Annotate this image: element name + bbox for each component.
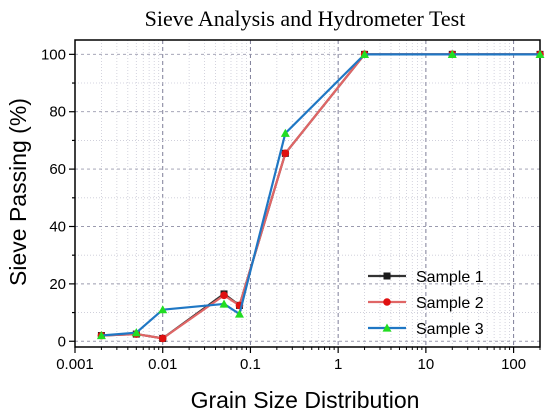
legend-label: Sample 3 <box>416 321 484 338</box>
data-point <box>219 299 229 308</box>
legend-label: Sample 1 <box>416 269 484 286</box>
axis-ticks: 0.001 0.01 0.1 1 10 100 0 20 40 60 80 100 <box>41 46 541 373</box>
x-tick-label: 0.001 <box>56 356 94 373</box>
legend-entry-3: Sample 3 <box>368 321 484 338</box>
y-tick-label: 20 <box>49 276 66 293</box>
y-axis-label: Sieve Passing (%) <box>5 98 31 286</box>
y-tick-label: 0 <box>58 333 66 350</box>
x-tick-label: 10 <box>418 356 435 373</box>
series-group <box>96 49 545 343</box>
chart-title: Sieve Analysis and Hydrometer Test <box>145 6 466 31</box>
data-point <box>234 309 244 318</box>
data-point <box>158 334 167 343</box>
data-point <box>360 49 370 58</box>
legend-entry-1: Sample 1 <box>368 269 484 286</box>
x-tick-label: 1 <box>334 356 342 373</box>
series-line <box>101 53 540 337</box>
legend-entry-2: Sample 2 <box>368 295 484 312</box>
data-point <box>281 149 290 158</box>
legend-label: Sample 2 <box>416 295 484 312</box>
legend-marker <box>383 272 391 280</box>
y-tick-label: 100 <box>41 46 66 63</box>
x-axis-label: Grain Size Distribution <box>191 387 420 413</box>
data-point <box>280 128 290 137</box>
grid <box>74 40 541 347</box>
plot-frame <box>74 39 541 348</box>
data-point <box>220 291 228 300</box>
legend-marker <box>382 323 392 332</box>
x-tick-label: 0.1 <box>240 356 261 373</box>
y-tick-label: 40 <box>49 218 66 235</box>
series-3 <box>96 49 545 340</box>
data-point <box>96 331 106 340</box>
data-point <box>535 49 545 58</box>
data-point <box>447 49 457 58</box>
x-tick-label: 0.01 <box>148 356 177 373</box>
legend-marker <box>383 298 391 306</box>
x-tick-label: 100 <box>501 356 526 373</box>
y-tick-label: 80 <box>49 104 66 121</box>
legend: Sample 1 Sample 2 Sample 3 <box>368 269 484 338</box>
y-tick-label: 60 <box>49 161 66 178</box>
data-point <box>131 328 141 337</box>
data-point <box>158 305 168 314</box>
